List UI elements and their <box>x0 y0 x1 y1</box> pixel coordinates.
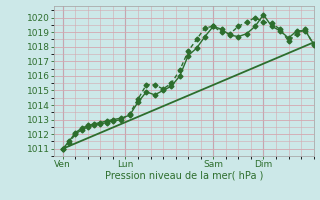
X-axis label: Pression niveau de la mer( hPa ): Pression niveau de la mer( hPa ) <box>105 171 263 181</box>
